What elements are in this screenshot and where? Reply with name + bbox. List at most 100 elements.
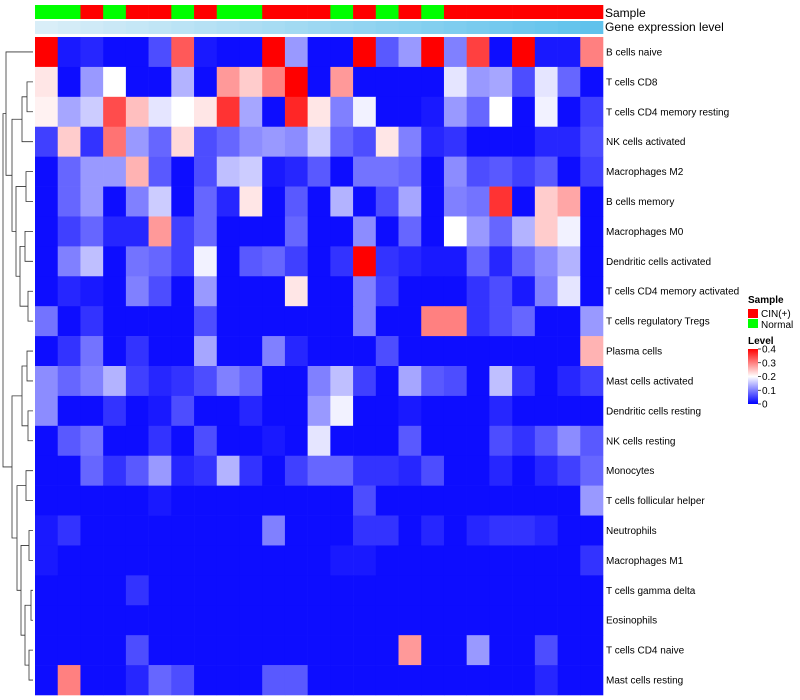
heatmap-cell	[580, 37, 604, 68]
heatmap-cell	[307, 156, 331, 187]
level-tick-label: 0.1	[762, 386, 776, 397]
heatmap-cell	[557, 515, 581, 546]
heatmap-cell	[512, 336, 536, 367]
heatmap-cell	[148, 216, 172, 247]
heatmap-cell	[443, 186, 467, 217]
heatmap-cell	[443, 425, 467, 457]
row-label: B cells memory	[606, 197, 674, 208]
heatmap-cell	[421, 336, 445, 367]
heatmap-cell	[284, 605, 308, 636]
heatmap-cell	[125, 635, 149, 666]
heatmap-cell	[421, 665, 445, 696]
heatmap-cell	[239, 216, 263, 247]
heatmap-cell	[375, 425, 399, 457]
heatmap-cell	[330, 515, 354, 546]
heatmap-cell	[557, 66, 581, 98]
heatmap-cell	[216, 216, 240, 247]
heatmap-cell	[466, 66, 490, 98]
dendrogram-link	[24, 604, 31, 666]
sample-cell	[307, 5, 331, 19]
heatmap-cell	[398, 515, 422, 546]
heatmap-cell	[125, 306, 149, 337]
heatmap-cell	[125, 96, 149, 128]
heatmap-cell	[375, 156, 399, 187]
heatmap-cell	[194, 485, 218, 516]
heatmap-cell	[194, 366, 218, 397]
level-ticks: 0.4 0.3 0.2 0.1 0	[758, 345, 776, 411]
row-label: Macrophages M0	[606, 227, 684, 238]
heatmap-cell	[398, 635, 422, 666]
heatmap-cell	[489, 96, 513, 128]
sample-cell	[534, 5, 558, 19]
heatmap-cell	[262, 485, 286, 516]
row-label: Mast cells activated	[606, 376, 693, 387]
heatmap-cell	[103, 96, 127, 128]
heatmap-cell	[580, 246, 604, 277]
heatmap-cell	[580, 485, 604, 516]
heatmap-cell	[398, 66, 422, 98]
heatmap-cell	[375, 306, 399, 337]
heatmap-cell	[398, 575, 422, 606]
heatmap-cell	[239, 455, 263, 486]
dendrogram-link	[26, 81, 33, 113]
heatmap-cell	[262, 605, 286, 636]
dendrogram-link	[11, 118, 22, 232]
heatmap-cell	[239, 395, 263, 427]
heatmap-cell	[375, 515, 399, 546]
heatmap-cell	[35, 575, 59, 606]
heatmap-cell	[375, 665, 399, 696]
heatmap-cell	[307, 186, 331, 217]
heatmap-cell	[125, 665, 149, 696]
heatmap-cell	[57, 635, 81, 666]
heatmap-cell	[80, 395, 104, 427]
heatmap-cell	[580, 216, 604, 247]
heatmap-cell	[307, 246, 331, 277]
heatmap-cell	[171, 216, 195, 247]
heatmap-cell	[421, 37, 445, 68]
heatmap-cell	[216, 156, 240, 187]
heatmap-cell	[262, 455, 286, 486]
dendrogram-link	[24, 231, 33, 262]
row-label: T cells CD4 memory resting	[606, 107, 729, 118]
heatmap-cell	[489, 156, 513, 187]
heatmap-cell	[489, 37, 513, 68]
heatmap-cell	[307, 485, 331, 516]
heatmap-cell	[534, 635, 558, 666]
heatmap-cell	[557, 276, 581, 307]
heatmap-cell	[534, 96, 558, 128]
row-label: Mast cells resting	[606, 676, 683, 687]
heatmap-cell	[557, 605, 581, 636]
heatmap-cell	[330, 395, 354, 427]
heatmap-cell	[512, 635, 536, 666]
heatmap-cell	[216, 575, 240, 606]
heatmap-cell	[466, 186, 490, 217]
heatmap-cell	[353, 455, 377, 486]
heatmap-cell	[375, 366, 399, 397]
row-label: Monocytes	[606, 466, 654, 477]
heatmap-cell	[375, 575, 399, 606]
heatmap-cell	[375, 66, 399, 98]
heatmap-cell	[148, 96, 172, 128]
heatmap-cell	[284, 156, 308, 187]
heatmap-cell	[466, 515, 490, 546]
heatmap-cell	[307, 605, 331, 636]
heatmap-cell	[125, 366, 149, 397]
heatmap-cell	[330, 366, 354, 397]
heatmap-cell	[307, 96, 331, 128]
heatmap-cell	[330, 276, 354, 307]
heatmap-cell	[580, 635, 604, 666]
heatmap-cell	[443, 455, 467, 486]
heatmap-cell	[216, 66, 240, 98]
heatmap-cell	[239, 545, 263, 576]
heatmap-cell	[103, 635, 127, 666]
heatmap-cell	[580, 455, 604, 486]
heatmap-cell	[307, 395, 331, 427]
heatmap-cell	[171, 186, 195, 217]
heatmap-cell	[421, 395, 445, 427]
heatmap-cell	[103, 186, 127, 217]
heatmap-cell	[80, 575, 104, 606]
heatmap-cell	[489, 605, 513, 636]
row-label: T cells gamma delta	[606, 586, 696, 597]
heatmap-cell	[239, 126, 263, 157]
heatmap-cell	[148, 66, 172, 98]
